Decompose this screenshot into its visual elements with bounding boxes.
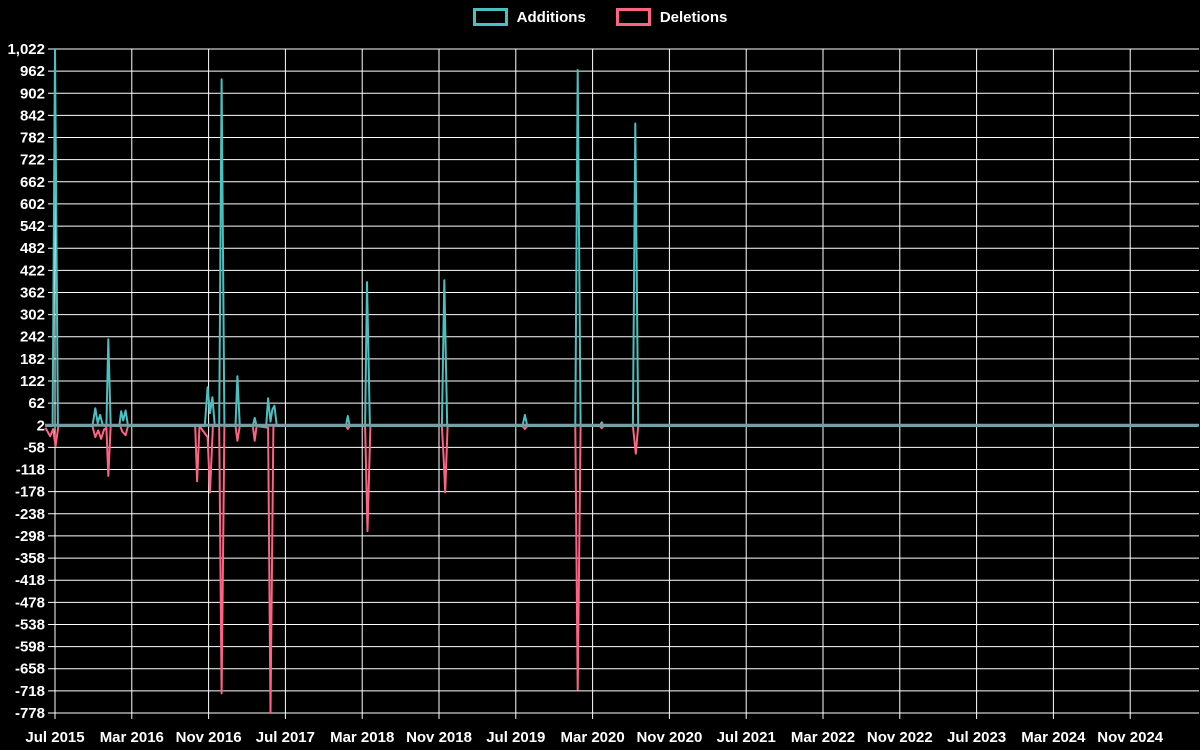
y-tick-label: 122: [20, 373, 45, 390]
x-tick-label: Jul 2021: [717, 729, 776, 746]
y-tick-label: 62: [28, 395, 45, 412]
legend-label-deletions: Deletions: [659, 8, 728, 26]
y-tick-label: 842: [20, 107, 45, 124]
y-tick-label: -118: [16, 462, 45, 479]
y-tick-label: 722: [20, 152, 45, 169]
x-tick-label: Nov 2024: [1097, 729, 1164, 746]
y-tick-label: -298: [15, 528, 45, 545]
y-tick-label: -418: [15, 572, 45, 589]
x-tick-label: Mar 2016: [100, 729, 164, 746]
x-tick-label: Jul 2019: [486, 729, 545, 746]
y-tick-label: -718: [15, 683, 45, 700]
chart-legend: Additions Deletions: [0, 8, 1200, 26]
y-tick-label: 302: [20, 307, 45, 324]
y-tick-label: 482: [20, 240, 45, 257]
y-tick-label: 902: [20, 85, 45, 102]
y-tick-label: 362: [20, 284, 45, 301]
legend-label-additions: Additions: [516, 8, 586, 26]
y-tick-label: -778: [15, 705, 45, 722]
y-tick-label: -538: [15, 616, 45, 633]
legend-item-additions[interactable]: Additions: [472, 8, 586, 26]
y-tick-label: 1,022: [7, 41, 45, 58]
y-tick-label: 962: [20, 63, 45, 80]
x-tick-label: Nov 2018: [406, 729, 472, 746]
y-tick-label: 422: [20, 262, 45, 279]
x-tick-label: Mar 2024: [1021, 729, 1086, 746]
legend-swatch-deletions-icon: [615, 8, 651, 26]
x-tick-label: Nov 2020: [636, 729, 702, 746]
y-tick-label: 602: [20, 196, 45, 213]
y-tick-label: 782: [20, 130, 45, 147]
y-tick-label: -658: [15, 661, 45, 678]
x-tick-label: Jul 2015: [25, 729, 84, 746]
y-tick-label: -358: [15, 550, 45, 567]
additions-line: [45, 48, 1198, 427]
y-tick-label: 182: [20, 351, 45, 368]
y-tick-label: -58: [23, 439, 45, 456]
y-tick-label: 2: [37, 417, 45, 434]
y-tick-label: 242: [20, 329, 45, 346]
x-tick-label: Mar 2020: [560, 729, 624, 746]
y-tick-label: 662: [20, 174, 45, 191]
x-tick-label: Jul 2023: [947, 729, 1006, 746]
y-tick-label: -598: [15, 639, 45, 656]
y-tick-label: -238: [15, 506, 45, 523]
legend-swatch-additions-icon: [472, 8, 508, 26]
y-tick-label: -178: [15, 484, 45, 501]
x-tick-label: Jul 2017: [256, 729, 315, 746]
legend-item-deletions[interactable]: Deletions: [615, 8, 728, 26]
x-tick-label: Mar 2018: [330, 729, 394, 746]
y-tick-label: 542: [20, 218, 45, 235]
y-tick-label: -478: [15, 594, 45, 611]
x-tick-label: Nov 2022: [867, 729, 933, 746]
x-tick-label: Mar 2022: [791, 729, 855, 746]
x-tick-label: Nov 2016: [176, 729, 242, 746]
